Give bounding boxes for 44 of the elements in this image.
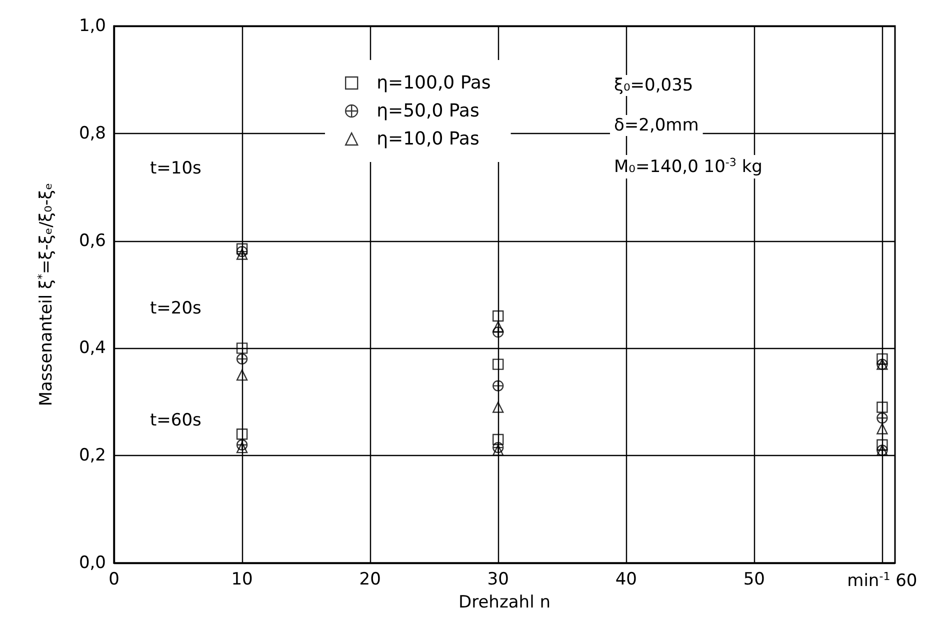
annotation: t=10s xyxy=(150,158,202,178)
x-axis-title: Drehzahl n xyxy=(458,592,550,613)
annotation: δ=2,0mm xyxy=(614,116,699,136)
point xyxy=(236,442,248,454)
point xyxy=(236,248,248,260)
y-tick-label: 0,0 xyxy=(78,553,106,573)
point xyxy=(492,310,504,322)
annotation: t=20s xyxy=(150,298,202,318)
x-tick-label: 40 xyxy=(615,570,637,590)
point xyxy=(492,358,504,370)
point xyxy=(492,321,504,332)
point xyxy=(236,428,248,440)
y-tick-label: 0,6 xyxy=(78,230,106,251)
annotation: ξ₀=0,035 xyxy=(614,76,694,96)
point xyxy=(492,434,504,446)
x-tick-label: 20 xyxy=(359,570,381,590)
x-tick-label: 0 xyxy=(108,570,120,590)
x-tick-label: 50 xyxy=(743,570,765,590)
x-tick-label: 10 xyxy=(231,570,253,590)
point xyxy=(236,246,248,258)
y-tick-label: 0,2 xyxy=(78,446,106,466)
point xyxy=(876,402,888,413)
point xyxy=(492,402,504,413)
y-tick-label: 0,8 xyxy=(78,123,106,144)
point xyxy=(876,353,888,365)
x-tick-label: 30 xyxy=(487,570,509,590)
point xyxy=(876,439,888,450)
annotation: t=60s xyxy=(150,410,202,430)
y-tick-label: 0,4 xyxy=(78,338,106,358)
point xyxy=(236,353,248,365)
point xyxy=(236,439,248,450)
point xyxy=(876,412,888,424)
point xyxy=(236,369,248,381)
point xyxy=(492,326,504,338)
y-tick-label: 1,0 xyxy=(78,16,106,36)
point xyxy=(236,243,248,254)
legend-label: η=10,0 Pas xyxy=(376,128,480,150)
point xyxy=(876,423,888,434)
legend-label: η=100,0 Pas xyxy=(376,72,491,94)
y-axis-title: Massenanteil ξ*=ξ-ξₑ/ξ₀-ξₑ xyxy=(36,182,56,406)
point xyxy=(492,442,504,454)
point xyxy=(236,342,248,354)
legend-label: η=50,0 Pas xyxy=(376,100,480,122)
point xyxy=(492,380,504,392)
